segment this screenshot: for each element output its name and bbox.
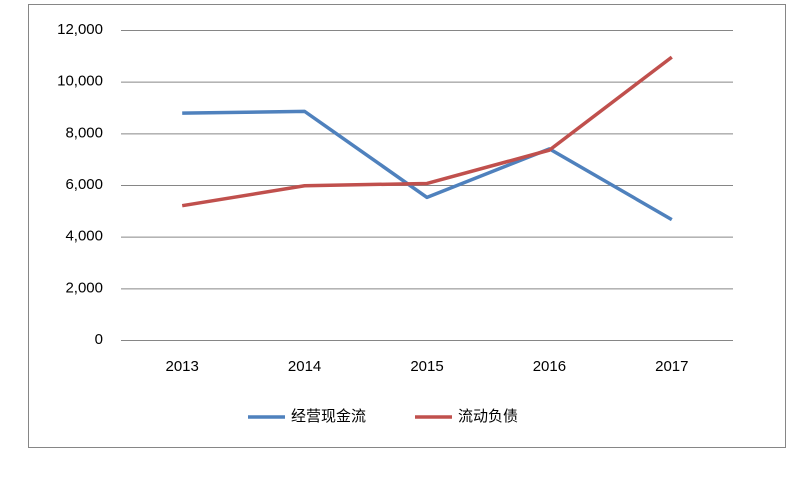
x-tick-label: 2017: [655, 358, 688, 375]
y-tick-label: 2,000: [65, 279, 103, 296]
line-series: [181, 55, 673, 208]
chart-border: [28, 4, 786, 448]
y-tick-label: 8,000: [65, 124, 103, 141]
y-tick-label: 4,000: [65, 228, 103, 245]
x-tick-label: 2016: [533, 358, 566, 375]
y-tick-label: 12,000: [57, 21, 103, 38]
x-tick-label: 2014: [288, 358, 321, 375]
x-tick-label: 2015: [410, 358, 443, 375]
legend-label: 流动负债: [458, 408, 518, 425]
y-tick-label: 0: [95, 331, 103, 348]
y-tick-label: 10,000: [57, 73, 103, 90]
y-tick-label: 6,000: [65, 176, 103, 193]
x-tick-label: 2013: [166, 358, 199, 375]
line-series: [182, 109, 673, 222]
legend-label: 经营现金流: [291, 408, 366, 425]
